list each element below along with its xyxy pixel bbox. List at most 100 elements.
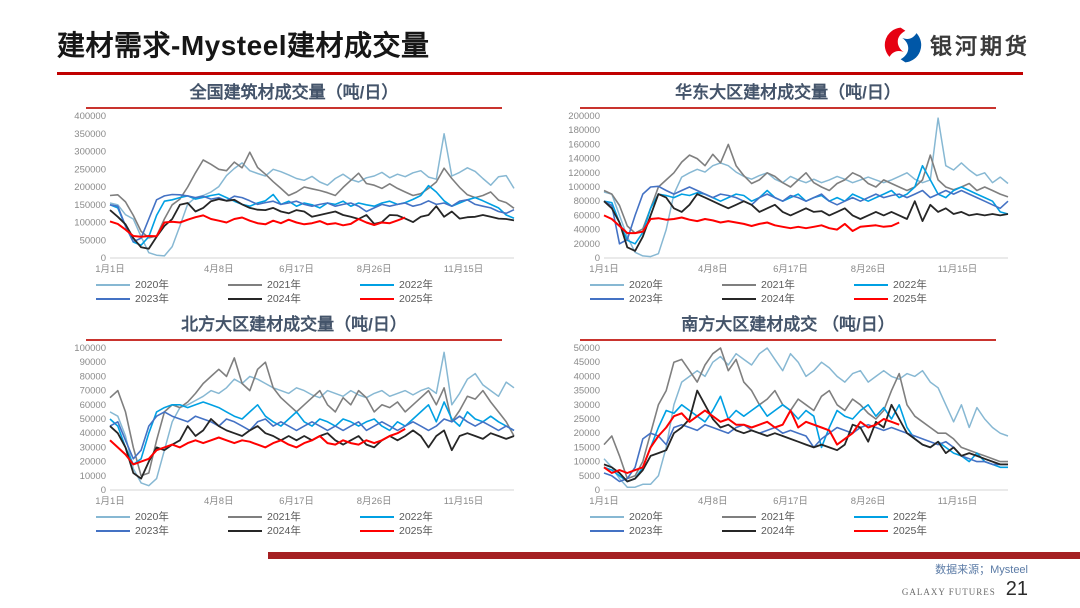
legend-swatch (96, 284, 130, 286)
legend-item: 2021年 (228, 510, 360, 524)
footer: 数据来源；Mysteel GALAXY FUTURES 21 (902, 561, 1028, 601)
legend-item: 2020年 (96, 510, 228, 524)
page-title: 建材需求-Mysteel建材成交量 (57, 30, 430, 61)
svg-text:10000: 10000 (574, 457, 600, 468)
series-2024年 (109, 198, 515, 250)
series-2023年 (109, 193, 515, 243)
legend-swatch (722, 516, 756, 518)
legend-item: 2022年 (854, 510, 986, 524)
legend-item: 2024年 (228, 524, 360, 538)
svg-text:8月26日: 8月26日 (851, 264, 886, 275)
chart-legend-national: 2020年 2021年 2022年 2023年 2024年 2025年 (79, 278, 509, 306)
chart-title-north: 北方大区建材成交量（吨/日） (181, 315, 407, 334)
legend-item: 2025年 (854, 524, 986, 538)
svg-text:6月17日: 6月17日 (279, 496, 314, 507)
series-2020年 (109, 133, 515, 257)
svg-text:25000: 25000 (574, 414, 600, 425)
legend-swatch (590, 530, 624, 532)
svg-text:11月15日: 11月15日 (444, 264, 483, 275)
chart-canvas: 0 50000 100000 150000 200000 250000 300000 3500… (74, 111, 515, 275)
page-number: 21 (1005, 578, 1028, 600)
chart-canvas: 0 10000 20000 30000 40000 50000 60000 70000 8000… (74, 343, 515, 507)
svg-text:1月1日: 1月1日 (589, 264, 619, 275)
svg-text:50000: 50000 (80, 414, 106, 425)
svg-text:4月8日: 4月8日 (204, 264, 234, 275)
svg-text:1月1日: 1月1日 (589, 496, 619, 507)
svg-text:50000: 50000 (574, 343, 600, 354)
series-2023年 (603, 185, 1009, 245)
series-2023年 (109, 411, 515, 460)
legend-swatch (854, 284, 888, 286)
legend-item: 2022年 (360, 510, 492, 524)
legend-item: 2022年 (360, 278, 492, 292)
svg-text:90000: 90000 (80, 357, 106, 368)
svg-text:8月26日: 8月26日 (357, 496, 392, 507)
legend-swatch (228, 516, 262, 518)
svg-text:40000: 40000 (574, 225, 600, 236)
svg-text:400000: 400000 (74, 111, 106, 122)
svg-text:140000: 140000 (568, 154, 600, 165)
svg-text:6月17日: 6月17日 (773, 264, 808, 275)
legend-swatch (96, 530, 130, 532)
legend-swatch (722, 284, 756, 286)
chart-north: 0 10000 20000 30000 40000 50000 60000 70000 8000… (64, 342, 524, 510)
svg-text:11月15日: 11月15日 (444, 496, 483, 507)
legend-item: 2020年 (96, 278, 228, 292)
chart-canvas: 0 20000 40000 60000 80000 100000 120000 140000 1… (568, 111, 1009, 275)
legend-item: 2024年 (722, 524, 854, 538)
legend-swatch (228, 530, 262, 532)
svg-text:200000: 200000 (74, 182, 106, 193)
svg-text:50000: 50000 (80, 235, 106, 246)
chart-legend-north: 2020年 2021年 2022年 2023年 2024年 2025年 (79, 510, 509, 538)
legend-swatch (854, 530, 888, 532)
svg-text:0: 0 (101, 485, 106, 496)
legend-item: 2023年 (96, 292, 228, 306)
chart-panel-east-china: 华东大区建材成交量（吨/日） 0 20000 40000 60000 80000 1000… (558, 82, 1018, 306)
legend-item: 2024年 (722, 292, 854, 306)
chart-title-divider (580, 339, 996, 341)
svg-text:6月17日: 6月17日 (279, 264, 314, 275)
legend-item: 2020年 (590, 278, 722, 292)
svg-text:6月17日: 6月17日 (773, 496, 808, 507)
svg-text:100000: 100000 (74, 218, 106, 229)
series-2022年 (109, 401, 515, 466)
svg-text:60000: 60000 (574, 210, 600, 221)
legend-item: 2020年 (590, 510, 722, 524)
chart-title-divider (580, 107, 996, 109)
svg-text:250000: 250000 (74, 164, 106, 175)
title-divider (57, 72, 1023, 75)
svg-text:20000: 20000 (80, 457, 106, 468)
svg-text:10000: 10000 (80, 471, 106, 482)
series-2024年 (603, 193, 1009, 252)
legend-swatch (96, 298, 130, 300)
svg-text:30000: 30000 (80, 442, 106, 453)
svg-text:45000: 45000 (574, 357, 600, 368)
svg-text:4月8日: 4月8日 (698, 264, 728, 275)
legend-item: 2023年 (590, 292, 722, 306)
svg-text:8月26日: 8月26日 (851, 496, 886, 507)
chart-title-east-china: 华东大区建材成交量（吨/日） (675, 83, 901, 102)
svg-text:180000: 180000 (568, 125, 600, 136)
data-source-note: 数据来源；Mysteel (935, 564, 1028, 576)
svg-text:100000: 100000 (74, 343, 106, 354)
series-2025年 (603, 214, 900, 235)
chart-panel-south: 南方大区建材成交 （吨/日） 0 5000 10000 15000 20000 25000… (558, 314, 1018, 538)
legend-swatch (722, 530, 756, 532)
svg-text:40000: 40000 (80, 428, 106, 439)
series-2021年 (603, 347, 1008, 480)
svg-text:350000: 350000 (74, 129, 106, 140)
chart-panel-national: 全国建筑材成交量（吨/日） 0 50000 100000 150000 200000 25… (64, 82, 524, 306)
chart-panel-north: 北方大区建材成交量（吨/日） 0 10000 20000 30000 40000 5000… (64, 314, 524, 538)
svg-text:120000: 120000 (568, 168, 600, 179)
svg-text:8月26日: 8月26日 (357, 264, 392, 275)
chart-canvas: 0 5000 10000 15000 20000 25000 30000 35000 40000… (574, 343, 1009, 507)
svg-text:100000: 100000 (568, 182, 600, 193)
svg-text:150000: 150000 (74, 200, 106, 211)
legend-swatch (96, 516, 130, 518)
svg-text:4月8日: 4月8日 (204, 496, 234, 507)
series-2022年 (603, 164, 1009, 245)
series-2021年 (603, 143, 1009, 234)
chart-legend-south: 2020年 2021年 2022年 2023年 2024年 2025年 (573, 510, 1003, 538)
svg-text:300000: 300000 (74, 147, 106, 158)
legend-swatch (590, 516, 624, 518)
